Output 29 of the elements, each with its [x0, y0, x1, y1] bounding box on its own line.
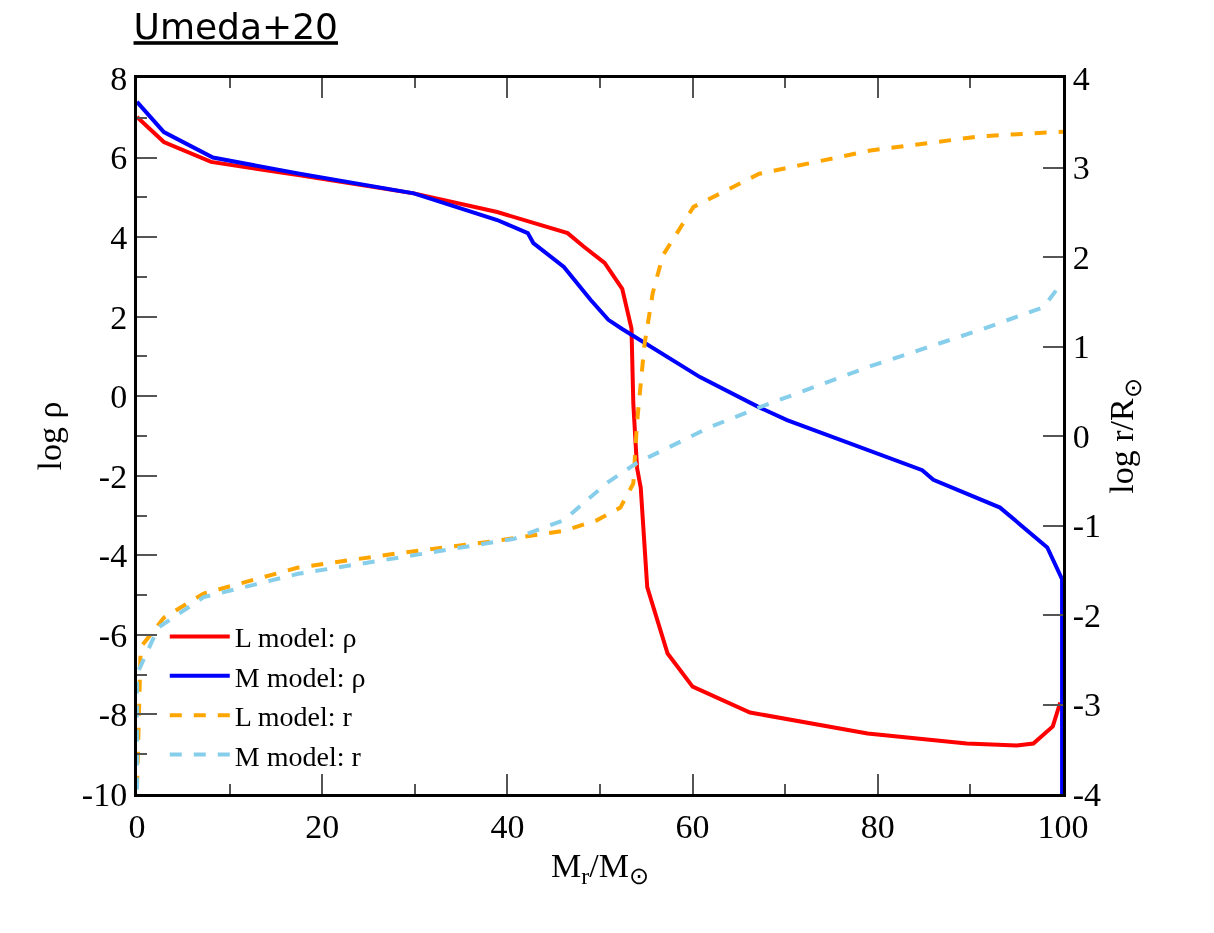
y-tick-label: 2: [110, 298, 128, 336]
x-tick-label: 80: [860, 807, 895, 845]
legend-label: M model: r: [234, 740, 362, 772]
chart-title: Umeda+20: [133, 6, 338, 48]
y-tick-label: 4: [110, 219, 128, 257]
y-tick-label: -6: [98, 616, 128, 654]
legend-label: L model: ρ: [234, 622, 357, 654]
y-axis-title: log ρ: [31, 401, 69, 471]
y2-tick-label: 1: [1072, 328, 1090, 366]
y2-tick-label: -1: [1072, 507, 1102, 545]
y2-tick-label: 3: [1072, 149, 1090, 187]
x-tick-label: 60: [675, 807, 710, 845]
y-tick-label: -2: [98, 457, 128, 495]
y-tick-label: 6: [110, 139, 128, 177]
y2-tick-label: 0: [1072, 417, 1090, 455]
y-tick-label: -4: [98, 537, 128, 575]
x-axis-title: M$_{r}$/M$_{⊙}$: [551, 847, 649, 890]
y2-tick-label: 2: [1072, 238, 1090, 276]
y-tick-label: -10: [81, 775, 128, 813]
y2-tick-label: -3: [1072, 686, 1102, 724]
y-tick-label: 8: [110, 59, 128, 97]
x-tick-label: 40: [490, 807, 525, 845]
y-tick-label: -8: [98, 696, 128, 734]
legend-label: M model: ρ: [234, 661, 366, 693]
y2-tick-label: 4: [1072, 59, 1090, 97]
x-tick-label: 20: [305, 807, 340, 845]
legend-label: L model: r: [234, 701, 353, 733]
y-tick-label: 0: [110, 378, 128, 416]
y2-tick-label: -2: [1072, 596, 1102, 634]
